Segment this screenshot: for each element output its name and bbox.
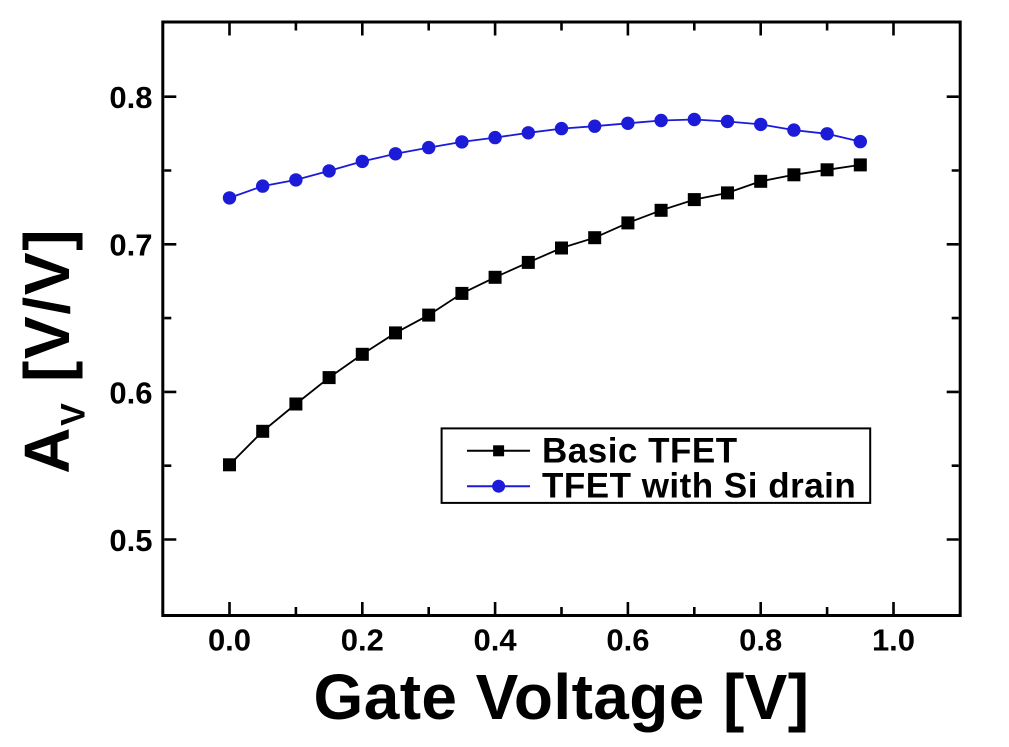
svg-text:0.8: 0.8	[109, 80, 152, 115]
svg-text:0.6: 0.6	[109, 375, 152, 410]
svg-text:Basic TFET: Basic TFET	[542, 431, 738, 470]
svg-text:0.4: 0.4	[474, 623, 518, 658]
svg-text:0.2: 0.2	[341, 623, 384, 658]
svg-text:AV [V/V]: AV [V/V]	[11, 228, 92, 474]
svg-text:0.7: 0.7	[109, 228, 152, 263]
svg-text:0.8: 0.8	[739, 623, 782, 658]
svg-text:0.0: 0.0	[208, 623, 251, 658]
svg-text:Gate Voltage [V]: Gate Voltage [V]	[314, 661, 810, 733]
svg-text:0.5: 0.5	[109, 523, 152, 558]
svg-text:0.6: 0.6	[606, 623, 649, 658]
svg-text:1.0: 1.0	[872, 623, 915, 658]
svg-text:TFET with Si drain: TFET with Si drain	[542, 466, 856, 505]
